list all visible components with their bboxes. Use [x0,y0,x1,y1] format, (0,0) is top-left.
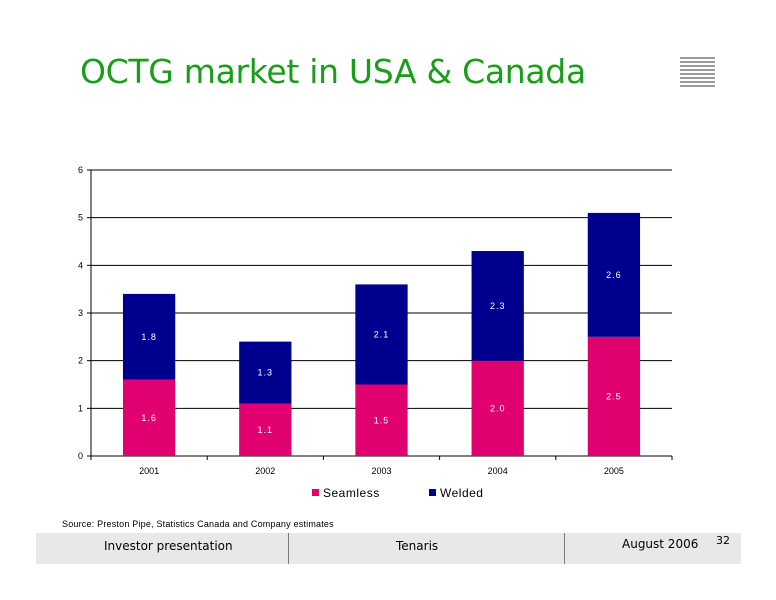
x-tick-label: 2001 [139,466,159,476]
data-label: 2.0 [490,403,506,413]
slide-title: OCTG market in USA & Canada [80,52,586,91]
bar-seamless [355,384,408,456]
x-tick-label: 2005 [604,466,624,476]
x-tick-label: 2002 [255,466,275,476]
data-label: 1.6 [141,413,157,423]
data-label: 1.1 [258,425,274,435]
bar-seamless [471,360,524,456]
footer-center-text: Tenaris [396,539,439,553]
data-label: 2.5 [606,391,622,401]
y-tick-label: 6 [78,165,83,175]
y-tick-label: 2 [78,356,83,366]
data-label: 2.1 [374,329,390,339]
footer-divider [564,533,565,564]
y-tick-label: 4 [78,260,83,270]
page-number: 32 [716,534,730,547]
stacked-bar-chart: 0 1 2 3 4 5 6 1.6 1.8 2001 1.1 1.3 2002 1.5 2.1 2003 2.0… [78,165,673,500]
x-tick-label: 2003 [371,466,391,476]
data-label: 2.3 [490,301,506,311]
bar-welded [471,251,524,361]
y-tick-label: 3 [78,308,83,318]
bar-seamless [239,403,292,456]
footer-left-text: Investor presentation [104,539,233,553]
bar-welded [239,341,292,404]
footer-divider [288,533,289,564]
y-tick-label: 0 [78,451,83,461]
footer-right-text: August 2006 [622,537,699,551]
data-label: 1.8 [141,332,157,342]
logo-stripes-icon [680,57,715,89]
data-label: 1.3 [258,368,274,378]
legend-swatch [312,489,319,496]
bar-seamless [587,336,641,456]
bar-welded [122,293,176,380]
bar-welded [587,212,641,337]
y-tick-label: 5 [78,213,83,223]
legend-swatch [429,489,436,496]
footer-bar: Investor presentation Tenaris August 200… [36,533,741,564]
bar-seamless [122,379,176,456]
data-label: 2.6 [606,270,622,280]
data-label: 1.5 [374,415,390,425]
source-note: Source: Preston Pipe, Statistics Canada … [62,519,334,529]
legend-label: Welded [440,486,483,500]
y-tick-label: 1 [78,403,83,413]
bar-welded [355,284,408,385]
x-tick-label: 2004 [488,466,508,476]
legend-label: Seamless [323,486,380,500]
